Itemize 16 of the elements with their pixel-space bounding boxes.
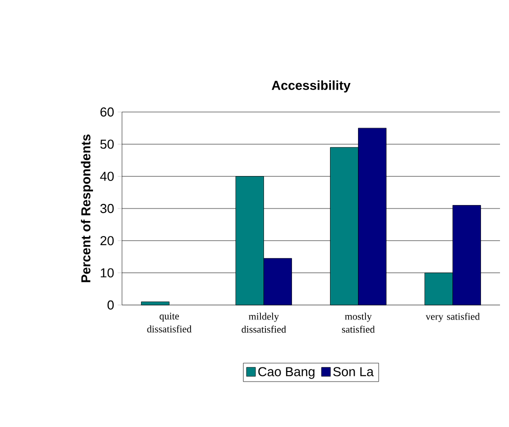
bar bbox=[141, 302, 170, 306]
y-axis-title: Percent of Respondents bbox=[80, 134, 93, 282]
legend-label: Son La bbox=[333, 367, 374, 376]
y-tick-label: 50 bbox=[100, 140, 114, 149]
y-tick-label: 10 bbox=[100, 268, 114, 278]
y-tick-label: 60 bbox=[100, 107, 114, 117]
x-tick-label: mildely dissatisfied bbox=[242, 312, 286, 333]
x-tick-label: very satisfied bbox=[426, 312, 480, 322]
y-tick-label: 30 bbox=[100, 204, 114, 214]
chart-title: Accessibility bbox=[272, 80, 351, 93]
y-tick-label: 20 bbox=[100, 236, 114, 246]
y-tick-label: 40 bbox=[100, 172, 114, 181]
x-tick-label: mostly satisfied bbox=[342, 312, 375, 333]
x-tick-label: quite dissatisfied bbox=[147, 312, 192, 332]
legend-label: Cao Bang bbox=[258, 367, 314, 379]
y-tick-label: 0 bbox=[108, 300, 114, 310]
